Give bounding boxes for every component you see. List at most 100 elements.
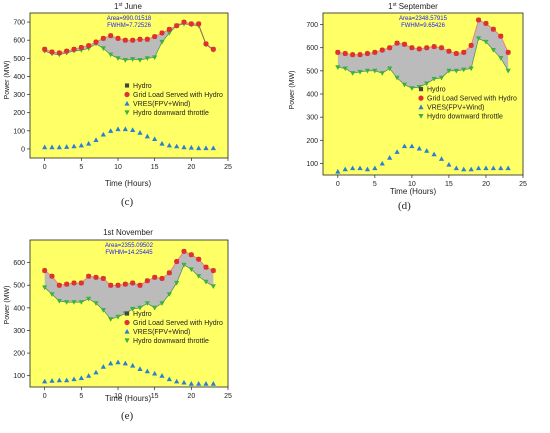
vres-point (159, 373, 165, 378)
throttle-point (364, 68, 371, 74)
grid-load-point (468, 42, 474, 49)
panel-caption-e: (e) (121, 410, 134, 422)
throttle-point (438, 75, 445, 81)
chart-panel-d: Power (MW) 1st September 0 5 10 15 20 25 100 20… (289, 2, 527, 196)
grid-load-point (438, 45, 445, 51)
throttle-point (93, 301, 99, 306)
throttle-point (166, 292, 172, 297)
grid-load-point (71, 280, 77, 286)
x-tick-label: 15 (151, 393, 159, 400)
throttle-point (196, 274, 202, 279)
vres-point (210, 381, 216, 386)
grid-load-point (446, 48, 452, 54)
throttle-point (159, 301, 165, 306)
legend-entry: VRES(FPV+Wind) (133, 101, 190, 108)
x-tick-label: 20 (187, 393, 195, 400)
x-tick-label: 5 (79, 393, 83, 400)
vres-point (137, 366, 143, 371)
grid-load-point (100, 275, 106, 282)
grid-load-point (152, 274, 158, 280)
throttle-point (498, 56, 504, 61)
vres-point (144, 133, 150, 139)
vres-point (130, 127, 136, 132)
y-tick-label: 200 (13, 110, 25, 117)
vres-point (124, 328, 130, 334)
grid-load-point (342, 50, 348, 57)
throttle-point (424, 81, 430, 87)
grid-load-point (490, 26, 496, 32)
throttle-point (188, 267, 194, 272)
vres-point (387, 155, 393, 160)
throttle-point (475, 36, 482, 42)
x-tick-label: 15 (151, 164, 159, 171)
vres-point (56, 377, 62, 383)
x-tick-label: 10 (114, 393, 122, 400)
grid-load-point (357, 52, 363, 58)
legend-entry: Hydro (427, 87, 446, 94)
vres-point (483, 165, 489, 171)
vres-point (56, 144, 62, 150)
vres-point (86, 373, 92, 378)
grid-load-point (203, 41, 209, 47)
grid-load-point (100, 35, 106, 41)
plot-area: 0 5 10 15 20 25 100 200 300 400 500 600 Area=2355.09… (13, 239, 232, 400)
grid-load-point (122, 281, 128, 287)
legend-entry: Grid Load Served with Hydro (133, 92, 223, 99)
x-tick-label: 0 (43, 393, 47, 400)
legend-entry: Hydro downward throttle (133, 110, 209, 117)
y-tick-label: 400 (306, 92, 318, 99)
throttle-point (357, 69, 363, 75)
x-tick-label: 20 (187, 164, 195, 171)
vres-point (78, 375, 84, 381)
y-tick-label: 600 (13, 38, 25, 45)
vres-point (431, 151, 437, 157)
legend-entry: Hydro downward throttle (133, 338, 209, 345)
panel-caption-d: (d) (398, 200, 411, 212)
vres-point (401, 143, 408, 149)
grid-load-point (424, 45, 430, 51)
area-fill (44, 22, 214, 61)
vres-point (42, 378, 48, 384)
throttle-point (130, 306, 136, 312)
vres-point (342, 166, 348, 172)
grid-load-point (42, 267, 48, 274)
y-tick-label: 700 (306, 22, 318, 29)
throttle-point (64, 300, 70, 305)
annotation-area: Area=2355.09502 (105, 243, 154, 249)
throttle-point (115, 56, 121, 61)
grid-load-point (56, 282, 62, 288)
y-tick-label: 100 (13, 373, 25, 380)
vres-point (71, 143, 77, 149)
grid-load-point (86, 43, 92, 49)
grid-load-point (188, 21, 194, 27)
throttle-point (505, 68, 511, 74)
y-tick-label: 600 (306, 45, 318, 52)
vres-point (124, 100, 130, 106)
x-tick-label: 10 (114, 164, 122, 171)
y-tick-label: 600 (13, 260, 25, 267)
throttle-point (42, 285, 48, 291)
chart-title: 1st November (103, 228, 153, 237)
vres-point (71, 376, 77, 382)
vres-point (49, 144, 55, 150)
vres-point (122, 360, 128, 366)
throttle-point (49, 292, 55, 297)
grid-load-point (210, 46, 216, 52)
grid-load-point (505, 49, 511, 55)
throttle-point (210, 284, 216, 289)
vres-point (174, 143, 180, 149)
annotation-area: Area=990.01518 (107, 16, 152, 22)
throttle-point (387, 66, 393, 72)
vres-point (475, 165, 482, 171)
y-tick-label: 500 (13, 283, 25, 290)
x-tick-label: 5 (373, 181, 377, 188)
panel-caption-c: (c) (121, 196, 134, 208)
vres-point (357, 165, 363, 171)
x-tick-label: 5 (79, 164, 83, 171)
grid-load-point (86, 273, 92, 279)
area-fill (44, 251, 214, 320)
vres-point (372, 165, 378, 171)
vres-point (379, 160, 385, 166)
axes-frame (29, 239, 229, 388)
hydro-point (124, 311, 130, 316)
